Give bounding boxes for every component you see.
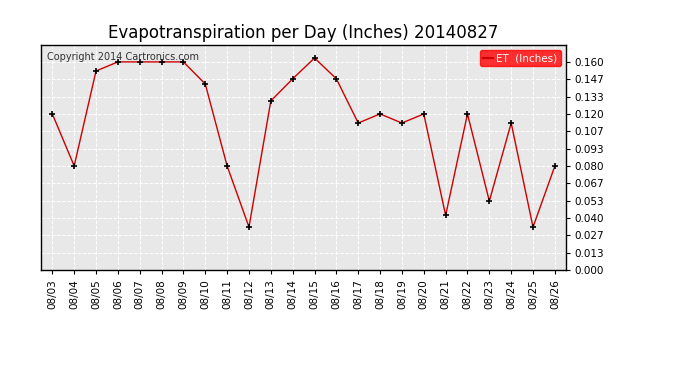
Title: Evapotranspiration per Day (Inches) 20140827: Evapotranspiration per Day (Inches) 2014… bbox=[108, 24, 499, 42]
Text: Copyright 2014 Cartronics.com: Copyright 2014 Cartronics.com bbox=[47, 52, 199, 62]
Legend: ET  (Inches): ET (Inches) bbox=[480, 50, 560, 66]
